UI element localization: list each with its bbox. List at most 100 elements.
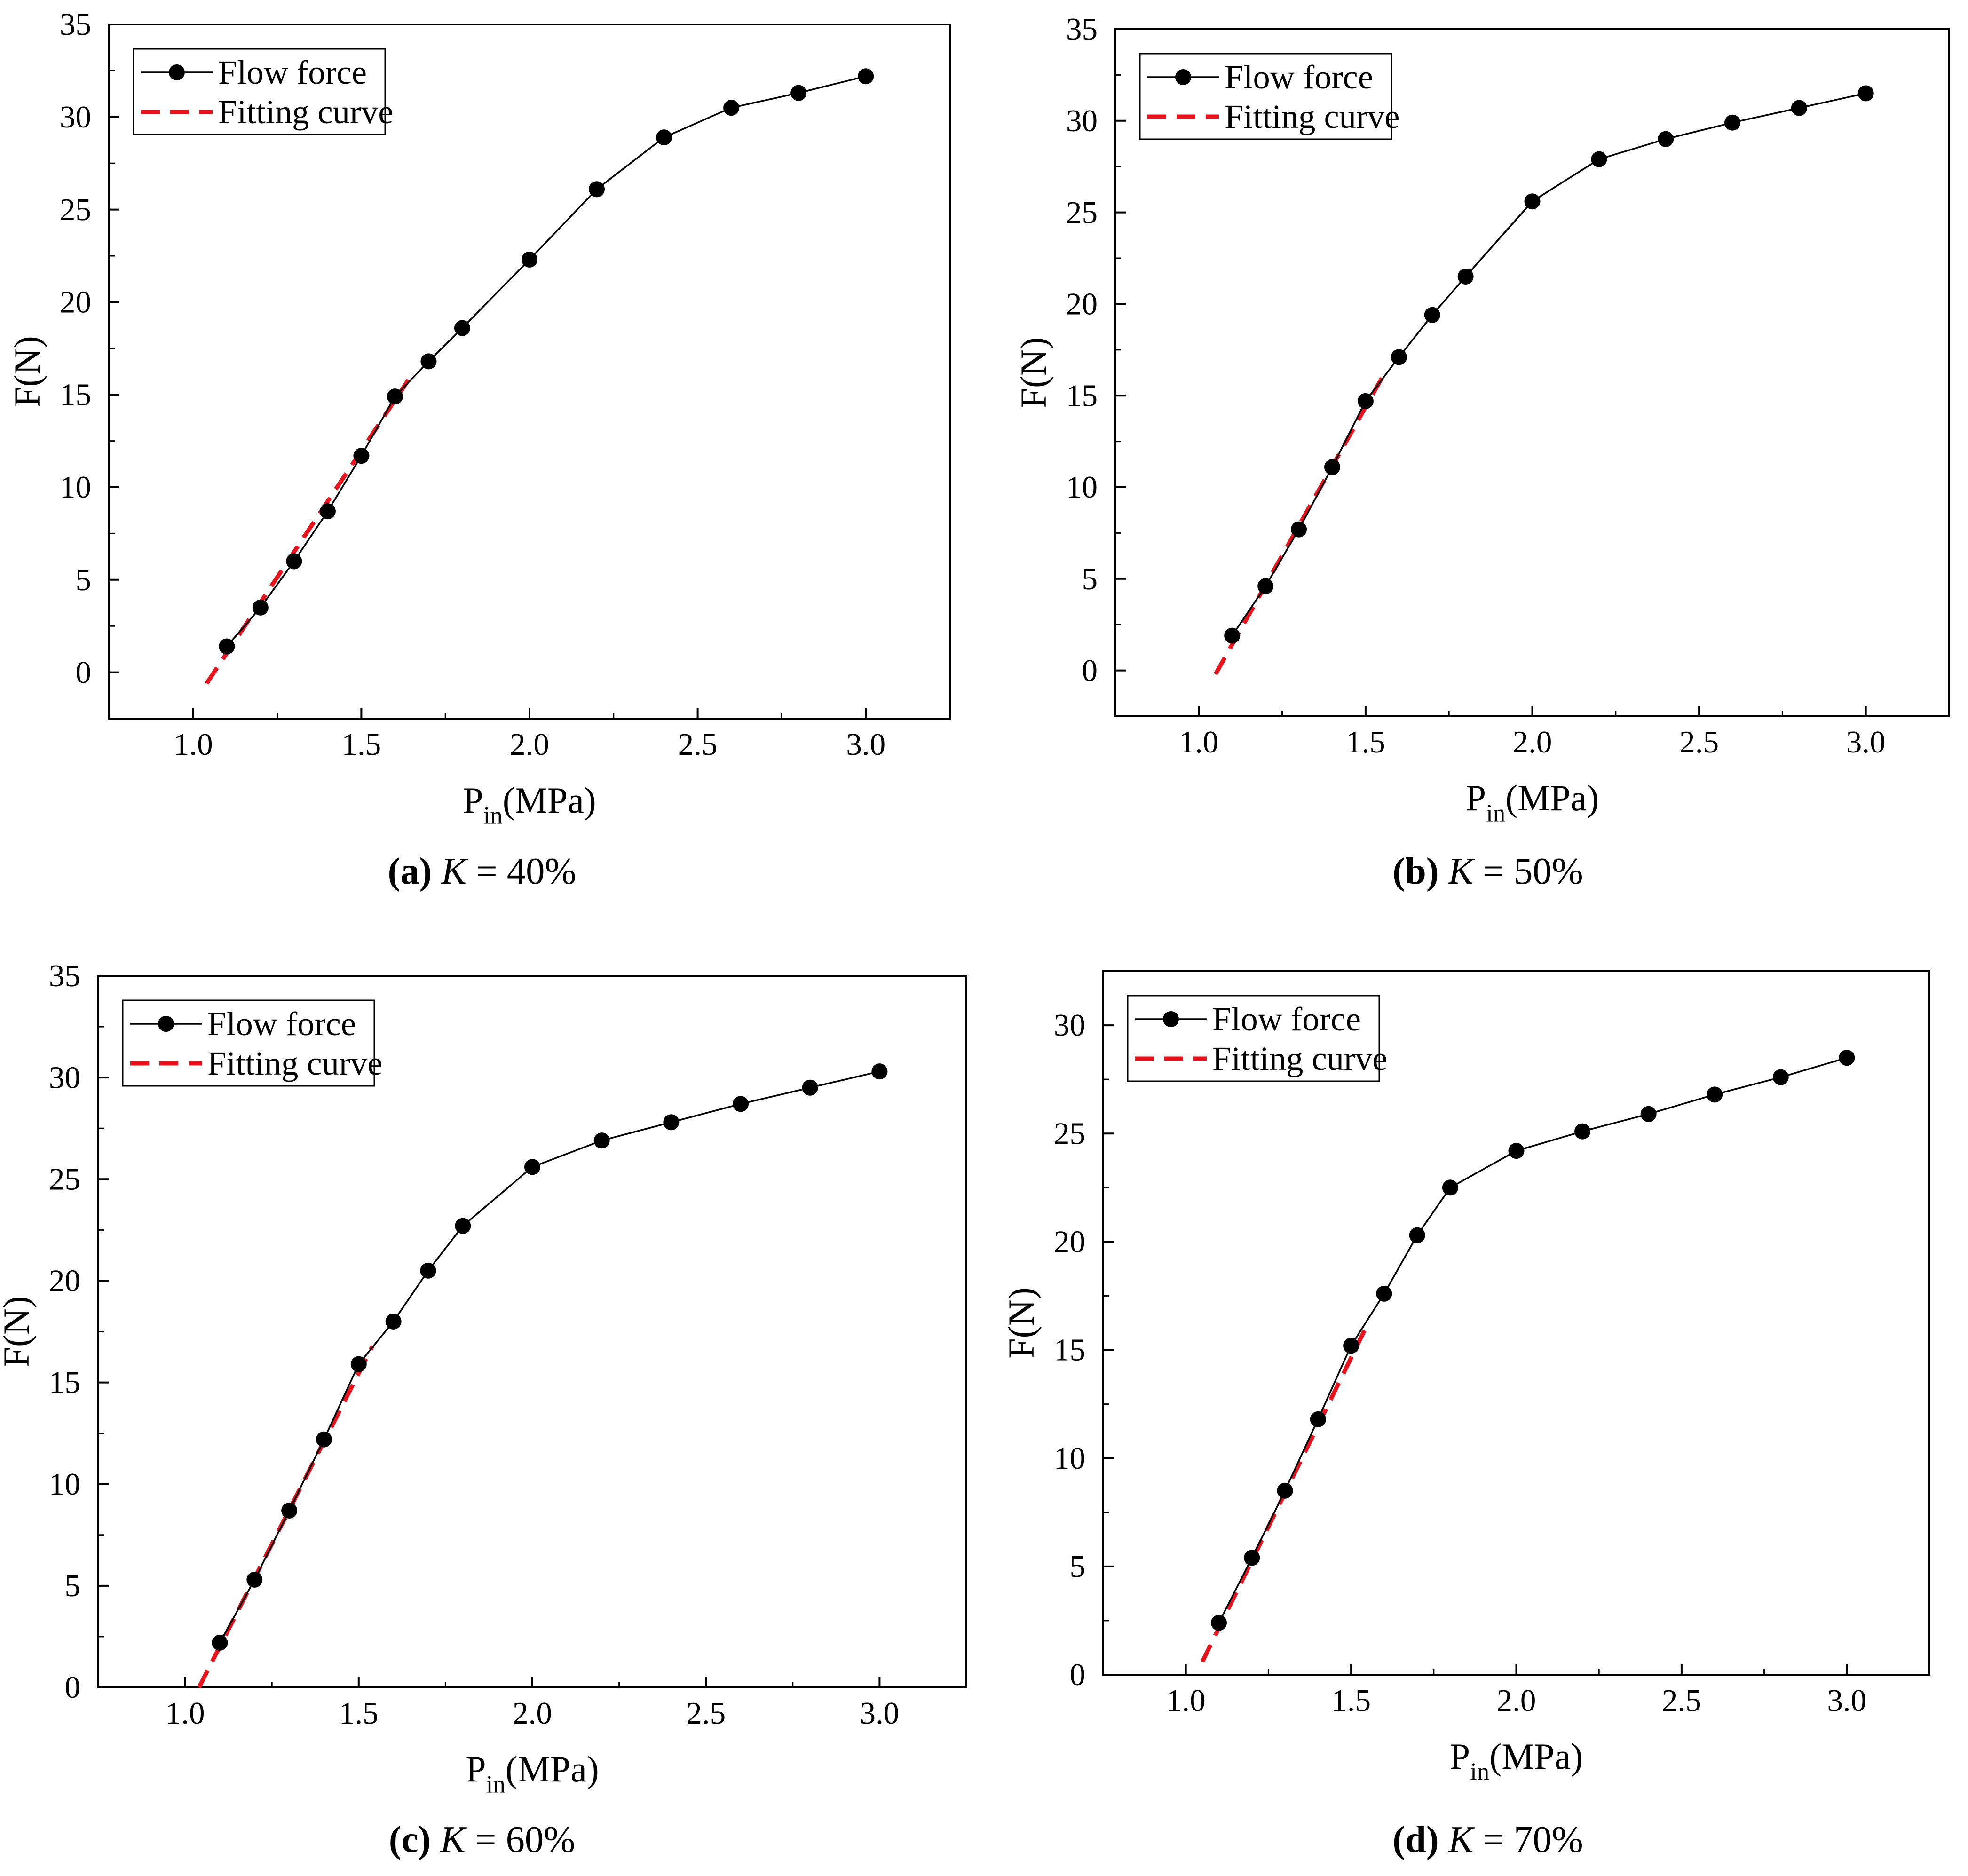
y-tick-label: 20 [1066, 286, 1098, 322]
y-tick-label: 25 [1066, 195, 1098, 230]
y-tick-label: 5 [1082, 561, 1098, 596]
flow-force-point [246, 1571, 263, 1588]
x-tick-label: 1.0 [1179, 724, 1218, 760]
flow-force-point [1244, 1550, 1260, 1566]
legend-fit-label: Fitting curve [1212, 1039, 1387, 1077]
y-tick-label: 0 [75, 655, 91, 690]
caption-value: = 50% [1473, 850, 1583, 892]
x-tick-label: 2.0 [513, 1695, 552, 1731]
y-axis-label: F(N) [0, 1296, 37, 1367]
y-axis-label: F(N) [7, 336, 47, 407]
x-axis-label-sub: in [483, 802, 503, 829]
flow-force-line [1218, 1057, 1847, 1623]
x-tick-label: 3.0 [1846, 724, 1886, 760]
flow-force-point [656, 129, 672, 146]
x-tick-label: 3.0 [1827, 1683, 1866, 1718]
flow-force-point [252, 599, 269, 616]
flow-force-point [1857, 85, 1874, 102]
x-axis-label-unit: (MPa) [1505, 778, 1599, 818]
y-tick-label: 15 [60, 377, 91, 412]
flow-force-point [1707, 1086, 1723, 1103]
y-tick-label: 0 [64, 1670, 80, 1705]
caption-value: = 40% [466, 850, 576, 892]
flow-force-point [1591, 151, 1607, 167]
y-tick-label: 35 [49, 958, 80, 993]
x-tick-label: 2.0 [1513, 724, 1552, 760]
y-tick-label: 25 [1054, 1116, 1085, 1151]
legend-flow-label: Flow force [1212, 1000, 1361, 1038]
x-axis-label: Pin(MPa) [1466, 778, 1599, 827]
y-tick-label: 10 [60, 469, 91, 505]
y-tick-label: 0 [1082, 653, 1098, 688]
flow-force-point [1839, 1050, 1855, 1066]
flow-force-point [212, 1634, 228, 1651]
x-tick-label: 1.0 [174, 727, 213, 762]
y-tick-label: 20 [60, 285, 91, 320]
y-tick-label: 15 [49, 1365, 80, 1400]
x-axis-label: Pin(MPa) [463, 780, 596, 829]
flow-force-point [1291, 521, 1307, 538]
x-tick-label: 2.5 [678, 727, 718, 762]
panel-caption: (a) K = 40% [388, 850, 577, 892]
flow-force-point [1524, 193, 1541, 210]
flow-force-point [1343, 1338, 1359, 1354]
legend-fit-label: Fitting curve [1225, 97, 1399, 135]
y-axis-label: F(N) [1001, 1287, 1042, 1358]
x-tick-label: 3.0 [860, 1695, 899, 1731]
flow-force-point [663, 1114, 680, 1131]
y-tick-label: 10 [49, 1466, 80, 1502]
flow-force-point [454, 320, 470, 336]
caption-k: K [1448, 850, 1476, 892]
y-tick-label: 35 [60, 7, 91, 42]
flow-force-point [350, 1356, 367, 1372]
flow-force-line [1231, 92, 1866, 636]
flow-force-point [1210, 1615, 1227, 1631]
legend-fit-label: Fitting curve [218, 93, 393, 131]
flow-force-point [319, 503, 336, 520]
caption-value: = 60% [466, 1819, 575, 1860]
flow-force-line [226, 75, 866, 647]
y-tick-label: 0 [1069, 1657, 1085, 1692]
x-tick-label: 1.0 [166, 1695, 205, 1731]
legend-box [1127, 995, 1380, 1082]
flow-force-point [1357, 393, 1374, 409]
flow-force-point [733, 1096, 749, 1112]
x-tick-label: 2.0 [510, 727, 549, 762]
flow-force-point [281, 1502, 298, 1519]
flow-force-point [790, 85, 807, 101]
flow-force-point [1391, 349, 1407, 365]
flow-force-point [353, 448, 370, 464]
x-axis-label-unit: (MPa) [506, 1749, 599, 1789]
flow-force-point [1772, 1069, 1789, 1085]
x-axis-label: Pin(MPa) [1450, 1736, 1583, 1785]
flow-force-line [219, 1070, 880, 1643]
flow-force-point [219, 638, 235, 655]
x-axis-label-main: P [466, 1749, 486, 1789]
flow-force-point [387, 388, 403, 405]
flow-force-point [1574, 1123, 1591, 1140]
legend-box [1139, 53, 1392, 140]
caption-letter: (b) [1392, 850, 1438, 892]
flow-force-point [1640, 1106, 1657, 1122]
legend-box [122, 999, 375, 1087]
caption-letter: (c) [389, 1819, 431, 1860]
flow-force-point [1324, 459, 1340, 475]
flow-force-point [524, 1159, 540, 1175]
x-tick-label: 3.0 [846, 727, 885, 762]
chart-panel-d: 1.0 1.5 2.0 2.5 3.0 0 5 10 15 20 25 30 F(N) Pin(MPa) F… [1001, 970, 1930, 1860]
legend-flow-swatch-marker [169, 64, 185, 80]
x-tick-label: 2.5 [1679, 724, 1719, 760]
flow-force-point [589, 181, 605, 198]
caption-letter: (d) [1392, 1819, 1438, 1860]
flow-force-point [1376, 1285, 1392, 1302]
flow-force-point [1409, 1227, 1425, 1243]
flow-force-point [420, 353, 437, 370]
y-tick-label: 10 [1066, 469, 1098, 505]
flow-force-point [1424, 307, 1440, 323]
legend-flow-label: Flow force [218, 53, 367, 91]
caption-k: K [441, 850, 468, 892]
y-tick-label: 30 [1054, 1007, 1085, 1043]
y-tick-label: 30 [49, 1060, 80, 1095]
flow-force-point [420, 1262, 436, 1279]
